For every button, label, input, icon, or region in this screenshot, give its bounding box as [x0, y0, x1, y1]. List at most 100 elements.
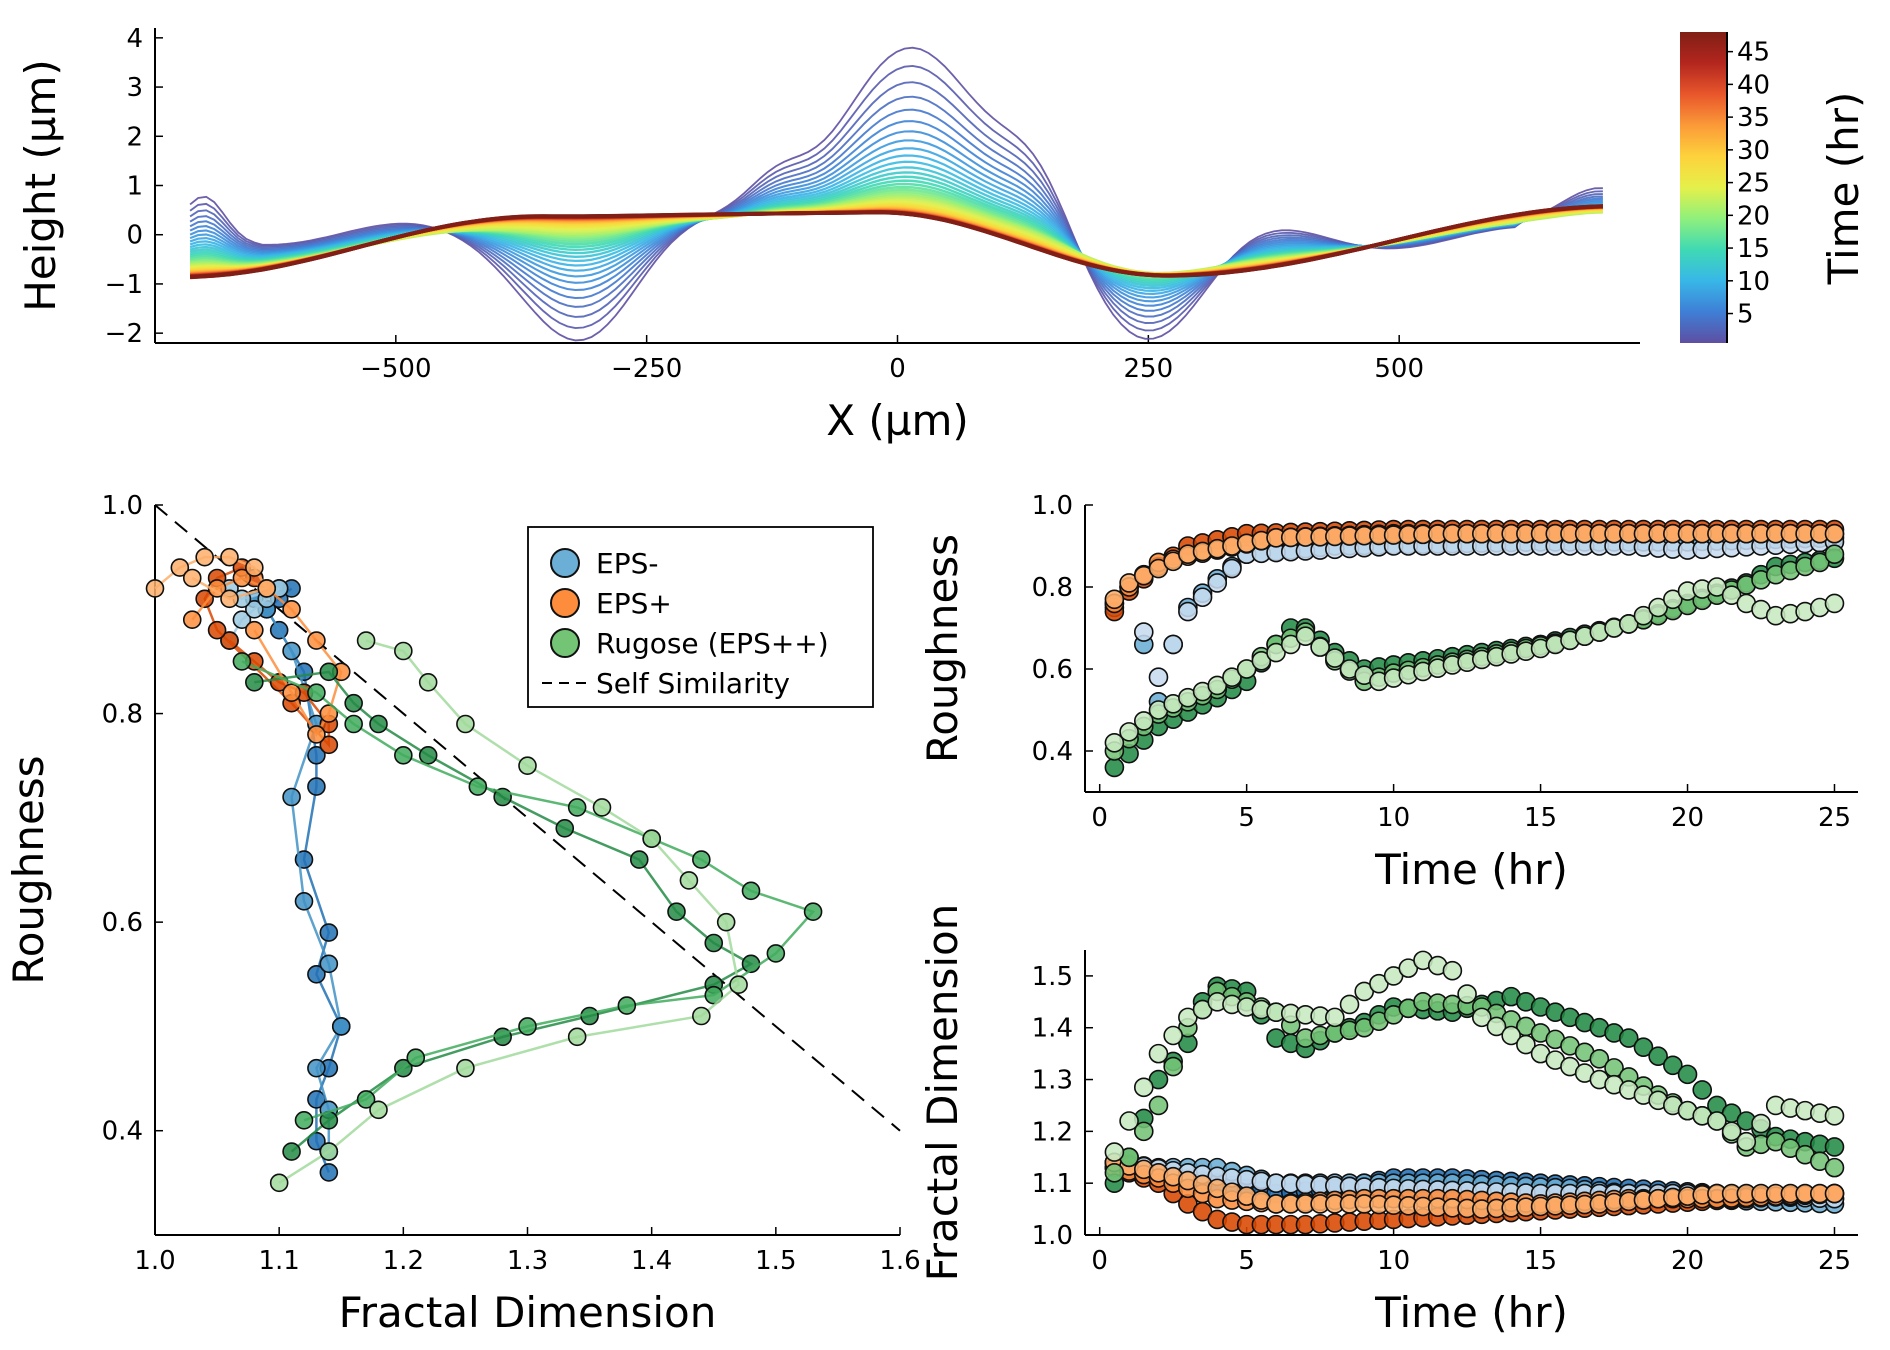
data-point: [1192, 587, 1213, 608]
data-point: [1824, 1106, 1845, 1126]
data-point: [518, 1017, 537, 1036]
x-tick-label: 1.5: [755, 1246, 796, 1276]
data-point: [1648, 597, 1668, 618]
data-point: [1618, 614, 1639, 634]
data-point: [232, 652, 252, 671]
data-point: [456, 1058, 475, 1078]
x-tick-label: 10: [1377, 1246, 1410, 1276]
data-point: [232, 568, 252, 588]
data-point: [1442, 960, 1463, 981]
data-point: [1148, 667, 1169, 688]
y-tick-label: −2: [105, 319, 143, 349]
data-point: [592, 798, 612, 817]
data-point: [1133, 1121, 1154, 1142]
data-point: [1824, 593, 1845, 614]
data-point: [369, 714, 388, 734]
data-point: [245, 558, 264, 577]
x-tick-label: 0: [1091, 803, 1108, 833]
colorbar-tick-label: 5: [1737, 300, 1754, 330]
y-tick-label: 4: [126, 24, 143, 54]
y-tick-label: 0.4: [102, 1117, 143, 1147]
data-point: [145, 579, 165, 598]
y-tick-label: 1.4: [1032, 1014, 1073, 1044]
data-point: [1280, 634, 1301, 655]
data-point: [1104, 1163, 1125, 1183]
data-point: [567, 1027, 587, 1047]
colorbar-tick-label: 10: [1737, 267, 1770, 297]
data-point: [803, 902, 823, 922]
colorbar-tick-label: 35: [1737, 103, 1770, 133]
y-tick-label: 1.5: [1032, 962, 1073, 992]
data-point: [1325, 648, 1345, 668]
data-point: [344, 714, 363, 734]
data-point: [220, 547, 239, 567]
data-point: [1104, 732, 1125, 753]
x-axis-label: X (µm): [826, 396, 969, 445]
series-group: [1104, 577, 1845, 753]
legend-box: [527, 526, 874, 708]
y-tick-label: −1: [105, 270, 143, 300]
data-point: [307, 683, 326, 703]
series-group: [145, 547, 277, 609]
data-point: [319, 735, 339, 755]
colorbar-tick-label: 25: [1737, 169, 1770, 199]
data-point: [282, 641, 301, 661]
data-point: [406, 1048, 426, 1068]
data-point: [1310, 637, 1330, 657]
data-point: [207, 620, 227, 640]
data-point: [319, 923, 339, 942]
data-point: [704, 933, 724, 953]
data-point: [1663, 589, 1683, 610]
data-point: [1104, 757, 1125, 778]
data-point: [1677, 1064, 1698, 1085]
height-profile-line: [189, 139, 1603, 299]
y-tick-label: 1.0: [102, 491, 143, 521]
data-point: [356, 631, 376, 650]
y-tick-label: 1.3: [1032, 1066, 1073, 1096]
series-group: [1104, 523, 1845, 610]
profile-lines: [189, 46, 1603, 342]
data-point: [1163, 1056, 1183, 1077]
data-point: [1178, 601, 1198, 622]
x-tick-label: 20: [1671, 1246, 1704, 1276]
data-point: [1207, 675, 1228, 696]
data-point: [1471, 1007, 1492, 1028]
x-tick-label: 20: [1671, 803, 1704, 833]
data-point: [1104, 1142, 1125, 1162]
data-point: [1163, 1025, 1183, 1046]
x-tick-label: 10: [1377, 803, 1410, 833]
x-tick-label: 0: [1091, 1246, 1108, 1276]
x-tick-label: 500: [1374, 354, 1424, 384]
data-point: [182, 610, 202, 630]
data-point: [1222, 667, 1242, 688]
y-tick-label: 0.8: [102, 700, 143, 730]
x-tick-label: 25: [1818, 1246, 1851, 1276]
data-point: [356, 1090, 376, 1109]
data-point: [307, 1131, 326, 1151]
x-tick-label: 25: [1818, 803, 1851, 833]
data-point: [307, 631, 326, 650]
legend-label: EPS+: [596, 587, 672, 620]
y-tick-label: 2: [126, 122, 143, 152]
legend-swatch: [550, 548, 580, 578]
data-point: [667, 902, 686, 922]
data-point: [1824, 544, 1845, 565]
series-group: [245, 662, 761, 1161]
self-similarity-line: [154, 504, 901, 1132]
roughness-vs-fractal-panel: 1.0 1.1 1.2 1.3 1.4 1.5 1.6 0.4 0.6 0.8 1.0 Fractal…: [4, 491, 921, 1337]
x-tick-label: 15: [1524, 803, 1557, 833]
x-axis-label: Time (hr): [1374, 1288, 1568, 1337]
data-point: [195, 589, 214, 609]
data-point: [319, 954, 339, 974]
data-point: [1148, 1095, 1169, 1116]
data-point: [1618, 1028, 1639, 1048]
data-point: [394, 745, 413, 765]
legend-label: EPS-: [596, 547, 658, 580]
x-tick-label: 250: [1124, 354, 1174, 384]
data-point: [245, 620, 264, 640]
data-point: [555, 818, 575, 838]
data-point: [1633, 605, 1654, 626]
x-tick-label: 0: [889, 354, 906, 384]
fractal-vs-time-panel: 0 5 10 15 20 25 1.0 1.1 1.2 1.3 1.4 1.5 Time (hr) Fra…: [918, 904, 1858, 1337]
data-point: [692, 1006, 711, 1026]
